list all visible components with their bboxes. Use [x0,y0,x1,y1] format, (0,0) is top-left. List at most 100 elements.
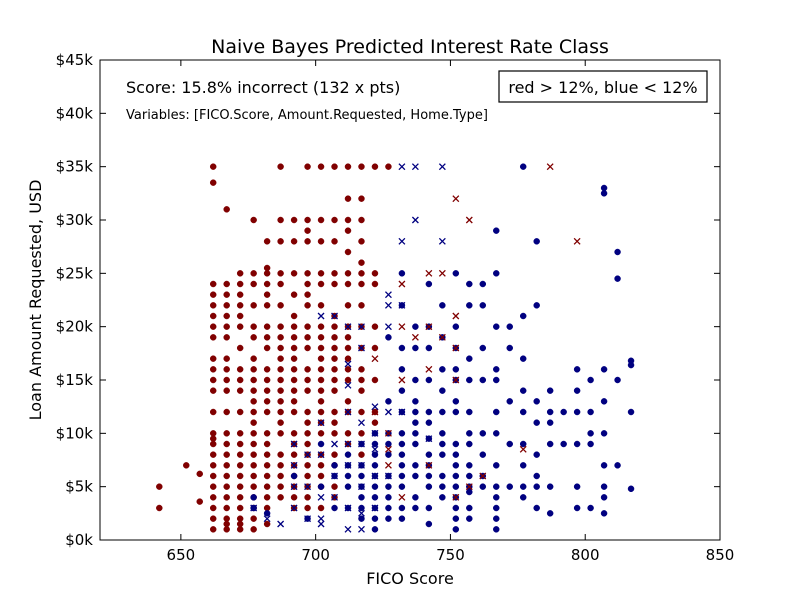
data-point-circle [398,387,406,394]
data-point-x [358,419,365,427]
data-point-circle [358,259,365,266]
data-point-circle [466,440,473,448]
data-point-x [371,445,379,453]
data-point-circle [371,440,379,448]
data-point-circle [250,376,257,384]
data-point-circle [277,472,284,480]
data-point-x [304,451,312,459]
data-point-circle [479,302,487,309]
data-point-circle [385,440,392,448]
data-point-circle [317,323,325,330]
x-tick-label: 850 [706,546,735,564]
data-point-circle [439,430,446,437]
data-point-circle [277,398,284,405]
data-point-circle [466,376,473,384]
data-point-x [546,163,554,171]
data-point-circle [304,280,311,288]
data-point-circle [493,504,500,512]
data-point-circle [493,376,500,384]
data-point-circle [344,216,352,224]
data-point-circle [425,408,433,416]
y-tick-label: $20k [56,318,94,336]
data-point-circle [209,440,217,448]
data-point-circle [546,387,554,394]
data-point-circle [236,526,244,533]
data-point-x [452,376,460,384]
data-point-x [411,333,419,341]
data-point-circle [493,323,500,330]
y-tick-label: $40k [56,104,94,122]
data-point-circle [371,515,379,522]
data-point-x [358,461,365,469]
data-point-circle [466,430,473,437]
data-point-x [317,520,325,528]
data-point-circle [398,472,406,480]
data-point-circle [412,344,419,352]
data-point-x [398,280,406,288]
data-point-circle [290,451,298,458]
data-point-circle [479,280,487,288]
data-point-circle [600,462,608,469]
data-point-circle [398,451,406,458]
data-point-circle [250,462,257,469]
data-point-circle [223,206,230,213]
data-point-x [384,323,392,331]
data-point-circle [344,376,352,384]
data-point-circle [358,366,365,373]
data-point-circle [614,248,621,256]
data-point-x [398,376,406,384]
data-point-circle [223,408,230,416]
data-point-circle [277,376,284,384]
data-point-circle [493,462,500,469]
data-point-circle [412,472,419,480]
data-point-circle [250,526,257,533]
data-point-x [371,472,379,480]
data-point-circle [304,323,311,330]
data-point-circle [331,323,338,330]
data-point-x [519,445,527,453]
data-point-circle [371,344,379,352]
data-point-x [317,451,325,459]
data-point-circle [209,451,217,458]
data-point-circle [209,462,217,469]
data-point-circle [587,430,594,437]
data-point-x [398,493,406,501]
data-point-circle [317,280,325,288]
data-point-circle [412,494,419,501]
data-point-circle [385,163,392,170]
data-point-circle [250,472,257,480]
data-point-circle [263,520,271,528]
data-point-x [344,461,352,469]
data-point-circle [506,398,513,405]
data-point-circle [412,430,419,437]
data-point-x [452,195,460,203]
data-point-circle [223,504,230,512]
data-point-circle [277,408,284,416]
data-point-circle [223,462,230,469]
data-point-circle [290,472,298,480]
data-point-circle [223,472,230,480]
data-point-circle [277,494,284,501]
x-tick-label: 700 [301,546,330,564]
data-point-x [317,515,325,523]
data-point-circle [331,462,338,469]
data-point-circle [425,451,433,458]
y-tick-label: $15k [56,371,94,389]
data-point-circle [331,408,338,416]
data-point-circle [331,270,338,277]
data-point-circle [263,376,271,384]
data-point-circle [209,408,217,416]
data-point-circle [277,344,284,352]
data-point-circle [358,238,365,245]
data-point-x [425,365,433,373]
data-point-circle [452,483,460,490]
data-point-circle [290,291,298,298]
data-point-circle [236,366,244,373]
data-point-circle [236,323,244,330]
data-point-circle [290,430,298,437]
x-axis-label: FICO Score [366,569,454,588]
data-point-circle [479,344,487,352]
data-point-circle [466,355,473,362]
data-point-x [358,509,365,517]
data-point-x [371,403,379,411]
